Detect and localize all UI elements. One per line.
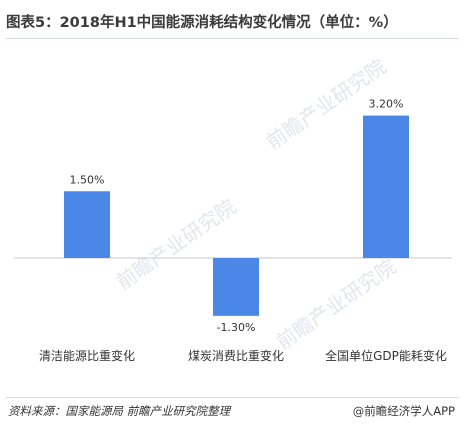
bar-3 <box>363 115 409 258</box>
bar-2 <box>213 258 259 316</box>
footer-divider <box>6 397 459 398</box>
data-label-1: 1.50% <box>70 173 105 186</box>
data-label-3: 3.20% <box>369 98 404 111</box>
category-label-1: 清洁能源比重变化 <box>39 348 135 363</box>
brand-credit: @前瞻经济学人APP <box>352 404 455 418</box>
category-label-3: 全国单位GDP能耗变化 <box>325 348 447 363</box>
source-note: 资料来源：国家能源局 前瞻产业研究院整理 <box>8 404 231 418</box>
data-label-group: 1.50% -1.30% 3.20% <box>70 98 404 334</box>
watermark-3: 前瞻产业研究院 <box>272 254 400 354</box>
data-label-2: -1.30% <box>217 321 256 334</box>
category-label-2: 煤炭消费比重变化 <box>188 348 284 363</box>
title-divider <box>6 38 459 39</box>
chart-title: 图表5：2018年H1中国能源消耗结构变化情况（单位：%） <box>6 15 398 31</box>
bar-1 <box>64 191 110 258</box>
bar-group <box>64 115 409 316</box>
category-label-group: 清洁能源比重变化 煤炭消费比重变化 全国单位GDP能耗变化 <box>39 348 447 363</box>
